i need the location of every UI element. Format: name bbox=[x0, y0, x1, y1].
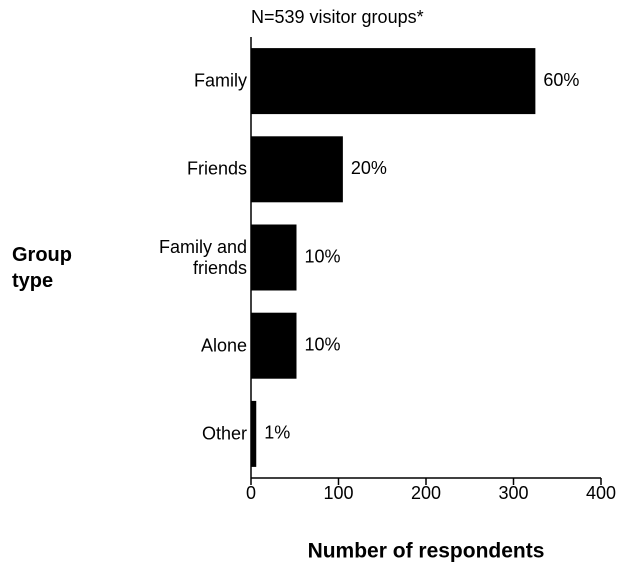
x-axis-label: Number of respondents bbox=[308, 540, 545, 563]
bar bbox=[251, 48, 536, 115]
y-tick-label: Friends bbox=[186, 158, 247, 179]
x-tick-label: 200 bbox=[411, 483, 441, 503]
y-tick-label: Family bbox=[194, 70, 247, 91]
y-tick-label: Family and friends bbox=[158, 236, 247, 278]
x-tick-label: 400 bbox=[586, 483, 616, 503]
value-label: 20% bbox=[351, 158, 387, 178]
chart-title: N=539 visitor groups* bbox=[251, 7, 424, 27]
x-tick-label: 100 bbox=[323, 483, 353, 503]
value-label: 10% bbox=[305, 246, 341, 266]
bar bbox=[251, 312, 297, 379]
y-axis-label: Group type bbox=[12, 244, 72, 292]
y-tick-label: Alone bbox=[200, 335, 247, 356]
bar bbox=[251, 400, 257, 467]
value-label: 1% bbox=[264, 423, 290, 443]
bar bbox=[251, 224, 297, 291]
x-tick-label: 300 bbox=[498, 483, 528, 503]
x-tick-label: 0 bbox=[246, 483, 256, 503]
bar bbox=[251, 136, 343, 203]
value-label: 10% bbox=[305, 334, 341, 354]
value-label: 60% bbox=[543, 70, 579, 90]
y-tick-label: Other bbox=[201, 423, 247, 444]
